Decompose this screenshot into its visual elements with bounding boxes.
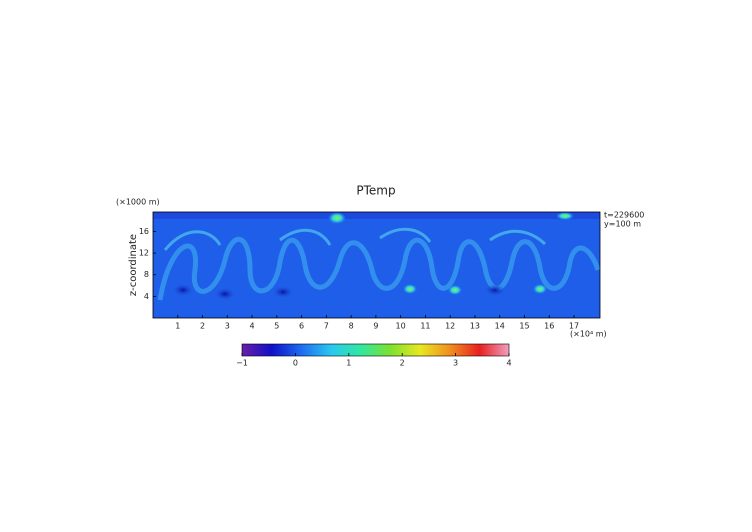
colorbar-tick-label: 1 <box>346 359 351 368</box>
x-tick-label: 13 <box>470 322 480 331</box>
y-tick-label: 12 <box>139 249 149 258</box>
x-tick-label: 4 <box>250 322 255 331</box>
colorbar-tick-label: 4 <box>506 359 511 368</box>
colorbar-tick-label: 2 <box>400 359 405 368</box>
plot-frame <box>152 211 601 319</box>
colorbar-tick-label: −1 <box>236 359 248 368</box>
x-tick-label: 3 <box>225 322 230 331</box>
y-tick-label: 16 <box>139 227 149 236</box>
y-tick-label: 4 <box>144 292 149 301</box>
x-tick-label: 8 <box>349 322 354 331</box>
field <box>153 212 601 318</box>
colorbar-tick-label: 0 <box>293 359 298 368</box>
y-axis-label: z-coordinate <box>128 234 139 296</box>
x-tick-label: 16 <box>544 322 554 331</box>
colorbar-tick-label: 3 <box>453 359 458 368</box>
colorbar <box>241 343 510 357</box>
y-unit: (×1000 m) <box>116 198 160 207</box>
annotation: t=229600 <box>604 211 644 220</box>
annotation: y=100 m <box>604 220 641 229</box>
x-tick-label: 1 <box>175 322 180 331</box>
x-tick-label: 5 <box>274 322 279 331</box>
chart-title: PTemp <box>356 184 395 198</box>
x-tick-label: 11 <box>420 322 430 331</box>
x-tick-label: 10 <box>396 322 406 331</box>
x-tick-label: 17 <box>569 322 579 331</box>
x-tick-label: 6 <box>299 322 304 331</box>
x-tick-label: 14 <box>495 322 505 331</box>
y-tick-label: 8 <box>144 270 149 279</box>
x-tick-label: 7 <box>324 322 329 331</box>
x-unit: (×10⁴ m) <box>570 330 607 339</box>
x-tick-label: 15 <box>519 322 529 331</box>
x-tick-label: 9 <box>373 322 378 331</box>
x-tick-label: 12 <box>445 322 455 331</box>
x-tick-label: 2 <box>200 322 205 331</box>
